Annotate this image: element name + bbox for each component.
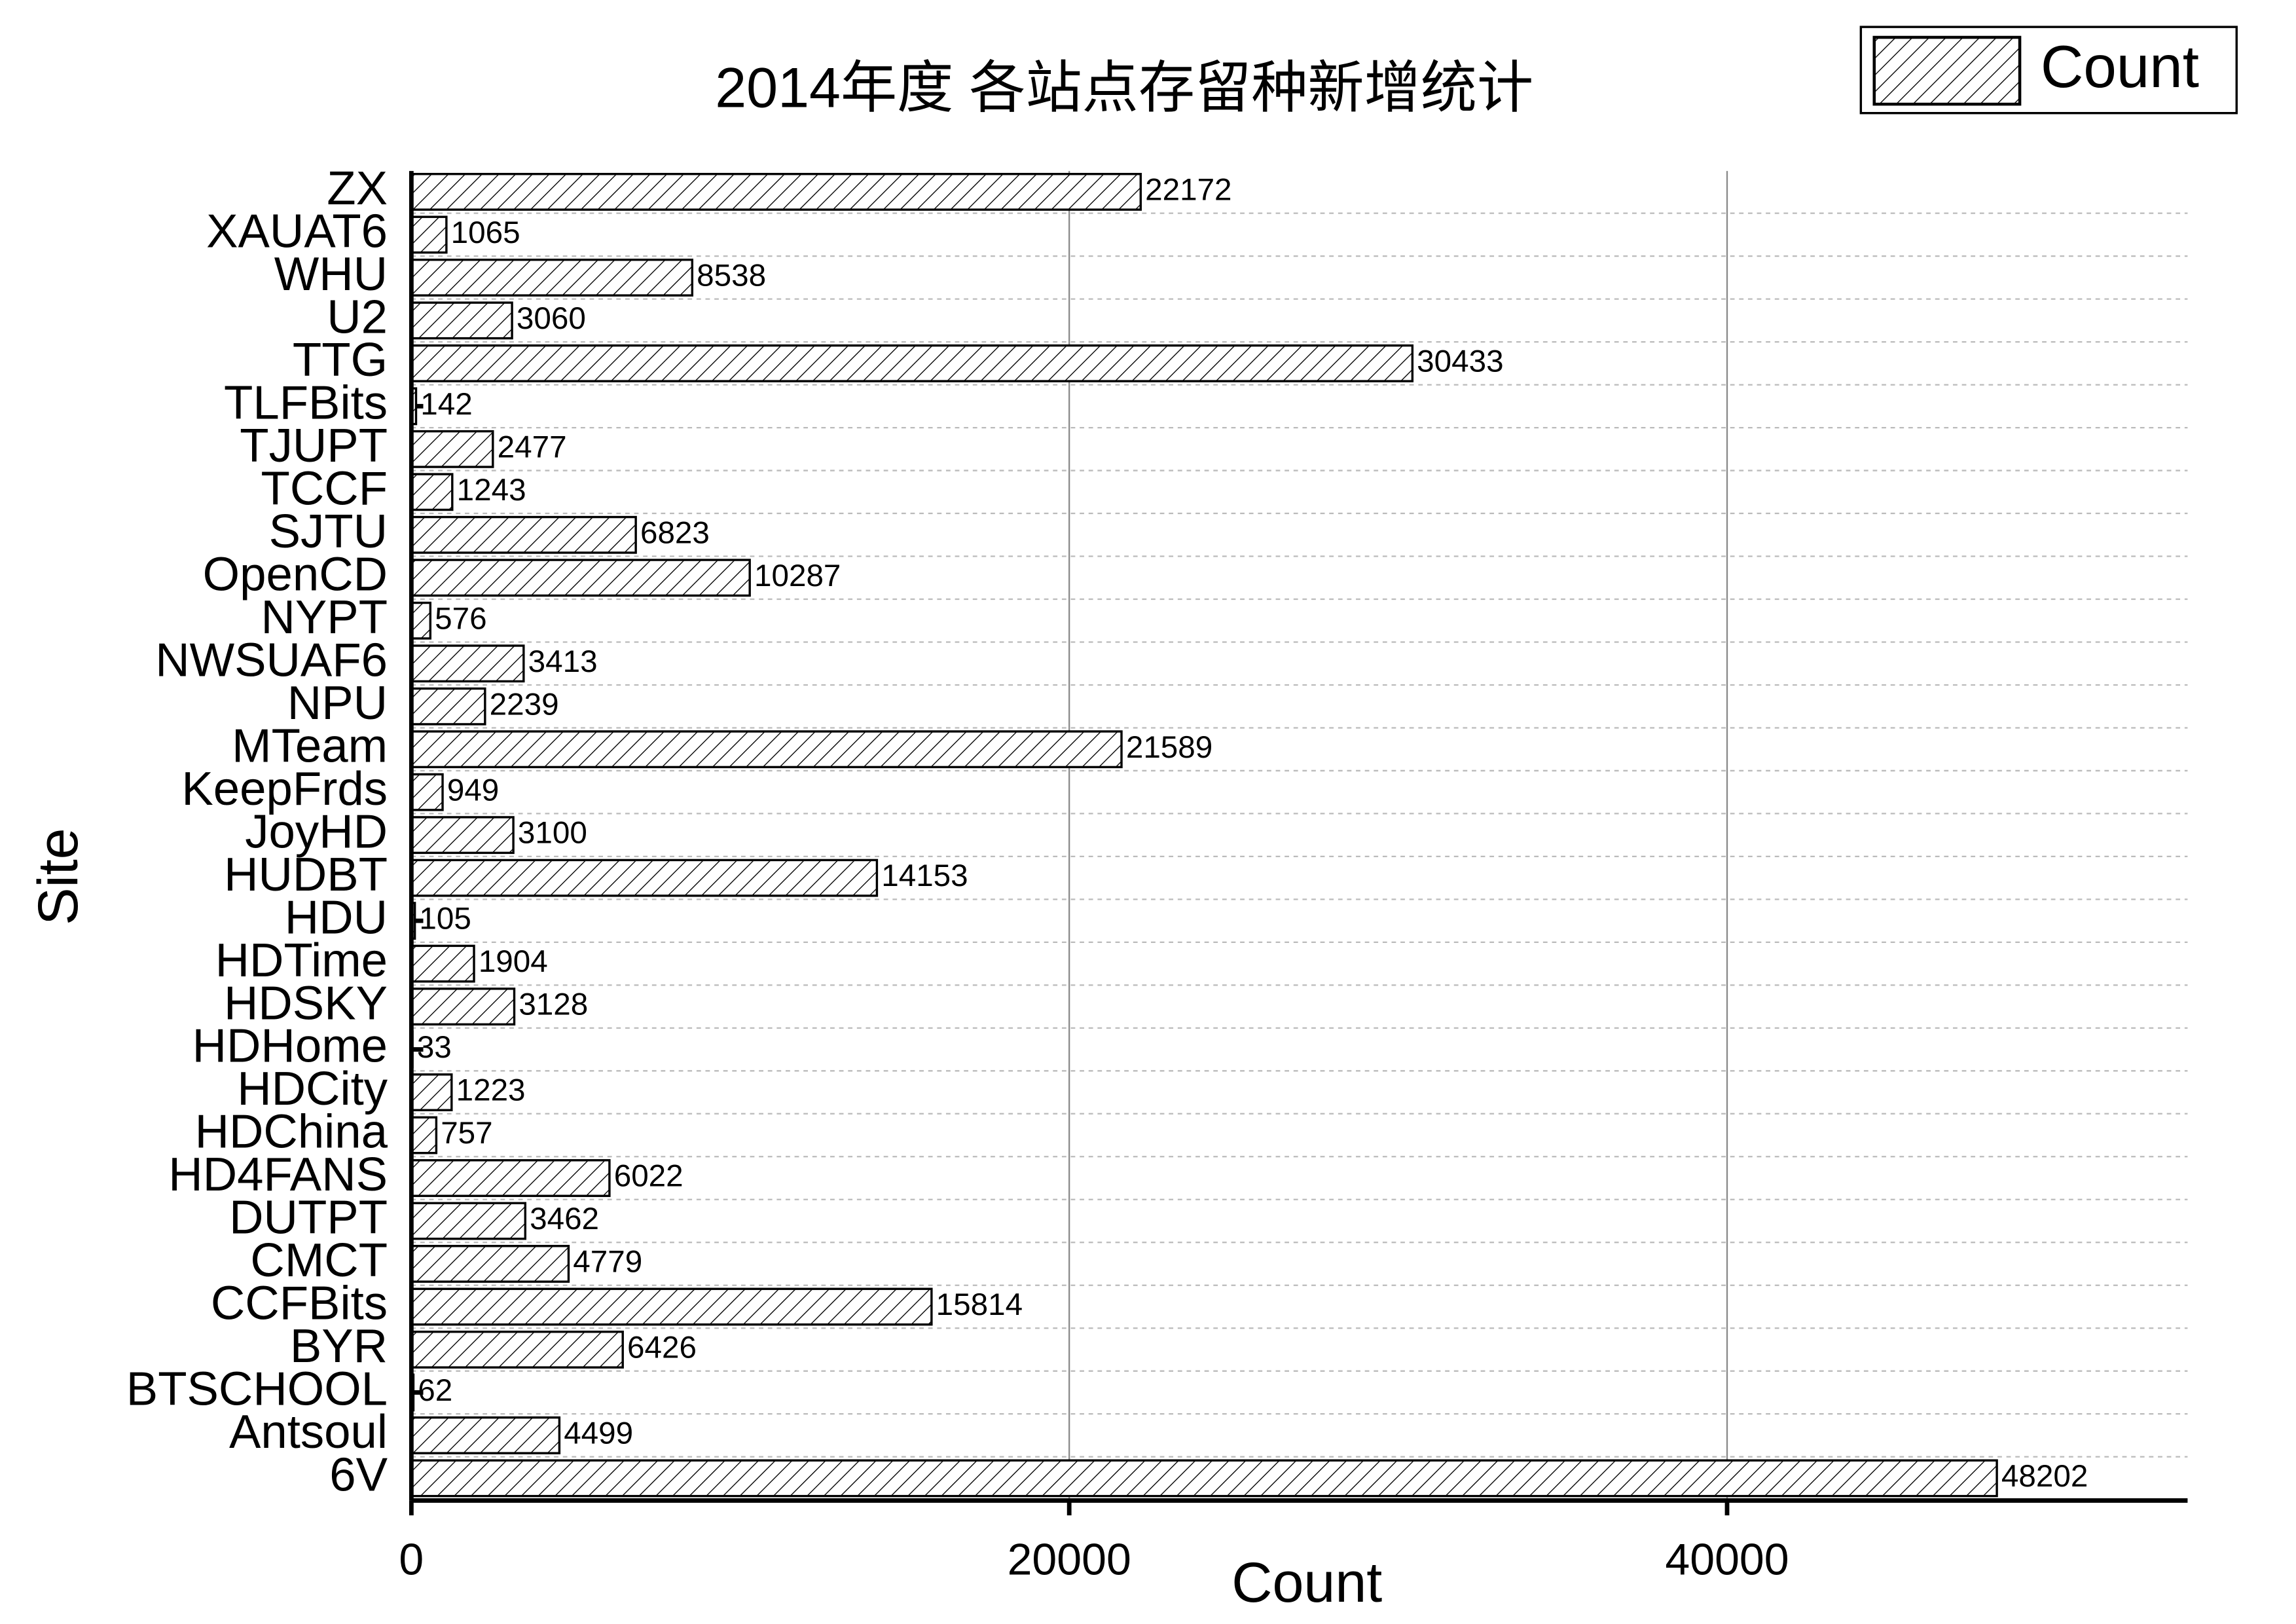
bar bbox=[410, 687, 486, 726]
data-label: 1904 bbox=[479, 944, 548, 979]
x-tick-label: 40000 bbox=[1665, 1535, 1789, 1585]
data-label: 6426 bbox=[627, 1331, 697, 1365]
data-label: 21589 bbox=[1126, 730, 1212, 765]
y-tick-label: WHU bbox=[274, 248, 388, 301]
y-tick-label: SJTU bbox=[269, 505, 388, 558]
bar bbox=[410, 644, 525, 683]
data-label: 62 bbox=[418, 1373, 452, 1408]
y-tick-label: NYPT bbox=[261, 591, 388, 644]
data-label: 6022 bbox=[614, 1159, 683, 1194]
bar bbox=[410, 944, 475, 983]
y-tick-label: HDSKY bbox=[224, 976, 388, 1029]
y-tick-label: TTG bbox=[293, 333, 388, 386]
legend-swatch bbox=[1872, 35, 2022, 106]
data-label: 3128 bbox=[519, 987, 588, 1022]
y-tick-label: Antsoul bbox=[229, 1405, 388, 1458]
bar bbox=[410, 173, 1142, 211]
bar bbox=[410, 1287, 933, 1326]
data-label: 14153 bbox=[881, 858, 968, 893]
y-tick-label: TCCF bbox=[261, 462, 388, 515]
data-label: 4499 bbox=[564, 1416, 633, 1450]
y-tick-label: NWSUAF6 bbox=[155, 633, 388, 686]
x-axis-label: Count bbox=[1231, 1551, 1382, 1614]
data-label: 757 bbox=[441, 1116, 492, 1151]
y-tick-label: JoyHD bbox=[245, 805, 388, 858]
y-axis-label: Site bbox=[27, 828, 90, 925]
bar bbox=[410, 215, 448, 254]
bar bbox=[410, 1073, 453, 1111]
y-tick-label: KeepFrds bbox=[181, 762, 388, 815]
y-tick-label: HD4FANS bbox=[168, 1148, 388, 1201]
data-label: 22172 bbox=[1145, 173, 1231, 208]
bar bbox=[410, 730, 1123, 769]
y-tick-label: 6V bbox=[329, 1449, 388, 1502]
data-label: 33 bbox=[417, 1030, 452, 1065]
y-tick-label: BYR bbox=[290, 1320, 388, 1373]
bar bbox=[410, 987, 516, 1026]
y-tick-label: U2 bbox=[327, 291, 388, 344]
y-tick-label: TLFBits bbox=[224, 377, 388, 430]
bar bbox=[410, 430, 494, 468]
data-label: 1243 bbox=[457, 473, 526, 507]
data-label: 30433 bbox=[1417, 344, 1503, 378]
data-label: 10287 bbox=[754, 559, 841, 593]
bar bbox=[410, 344, 1414, 382]
bar bbox=[410, 1331, 624, 1369]
data-label: 1065 bbox=[451, 215, 520, 250]
bar bbox=[410, 1245, 570, 1283]
data-label: 3060 bbox=[517, 301, 586, 336]
data-label: 576 bbox=[435, 601, 486, 636]
data-label: 3100 bbox=[518, 816, 587, 851]
bar bbox=[410, 601, 431, 640]
data-label: 4779 bbox=[573, 1245, 642, 1280]
bar bbox=[410, 858, 879, 897]
bar bbox=[410, 1116, 438, 1154]
data-label: 15814 bbox=[936, 1287, 1023, 1322]
data-label: 3462 bbox=[530, 1202, 599, 1236]
y-tick-label: HDChina bbox=[195, 1105, 388, 1158]
y-tick-label: NPU bbox=[287, 676, 388, 729]
y-tick-label: CMCT bbox=[250, 1234, 388, 1287]
chart-title: 2014年度 各站点存留种新增统计 bbox=[715, 57, 1533, 120]
y-tick-label: BTSCHOOL bbox=[126, 1363, 388, 1416]
data-label: 48202 bbox=[2001, 1459, 2088, 1494]
y-tick-label: DUTPT bbox=[229, 1191, 388, 1244]
bar bbox=[410, 559, 751, 597]
y-tick-label: HUDBT bbox=[224, 848, 388, 901]
bar bbox=[410, 473, 454, 511]
bar bbox=[410, 1159, 611, 1197]
data-label: 3413 bbox=[528, 644, 598, 679]
bar bbox=[410, 301, 513, 340]
bar bbox=[410, 773, 444, 811]
data-label: 1223 bbox=[456, 1073, 526, 1108]
bar bbox=[410, 1202, 526, 1240]
data-label: 2239 bbox=[490, 687, 559, 722]
y-tick-label: MTeam bbox=[232, 719, 388, 772]
y-tick-label: ZX bbox=[327, 162, 388, 215]
bar bbox=[410, 258, 694, 297]
y-tick-label: HDCity bbox=[237, 1062, 388, 1115]
data-label: 105 bbox=[419, 902, 471, 936]
data-label: 2477 bbox=[498, 430, 567, 464]
data-label: 142 bbox=[420, 387, 472, 422]
y-tick-label: XAUAT6 bbox=[206, 205, 388, 258]
data-label: 949 bbox=[447, 773, 499, 807]
y-tick-label: TJUPT bbox=[240, 419, 388, 472]
legend-label: Count bbox=[2041, 34, 2199, 100]
data-label: 8538 bbox=[697, 258, 766, 293]
bar bbox=[410, 1416, 561, 1454]
y-tick-label: HDU bbox=[285, 891, 388, 944]
y-tick-label: HDHome bbox=[192, 1020, 388, 1073]
y-tick-label: CCFBits bbox=[211, 1277, 388, 1330]
bar bbox=[410, 816, 515, 855]
x-tick-label: 0 bbox=[399, 1535, 424, 1585]
bar bbox=[410, 1459, 1998, 1498]
y-tick-label: HDTime bbox=[215, 934, 388, 987]
bar bbox=[410, 515, 637, 554]
y-tick-label: OpenCD bbox=[203, 547, 388, 600]
data-label: 6823 bbox=[640, 515, 710, 550]
x-tick-label: 20000 bbox=[1008, 1535, 1131, 1585]
